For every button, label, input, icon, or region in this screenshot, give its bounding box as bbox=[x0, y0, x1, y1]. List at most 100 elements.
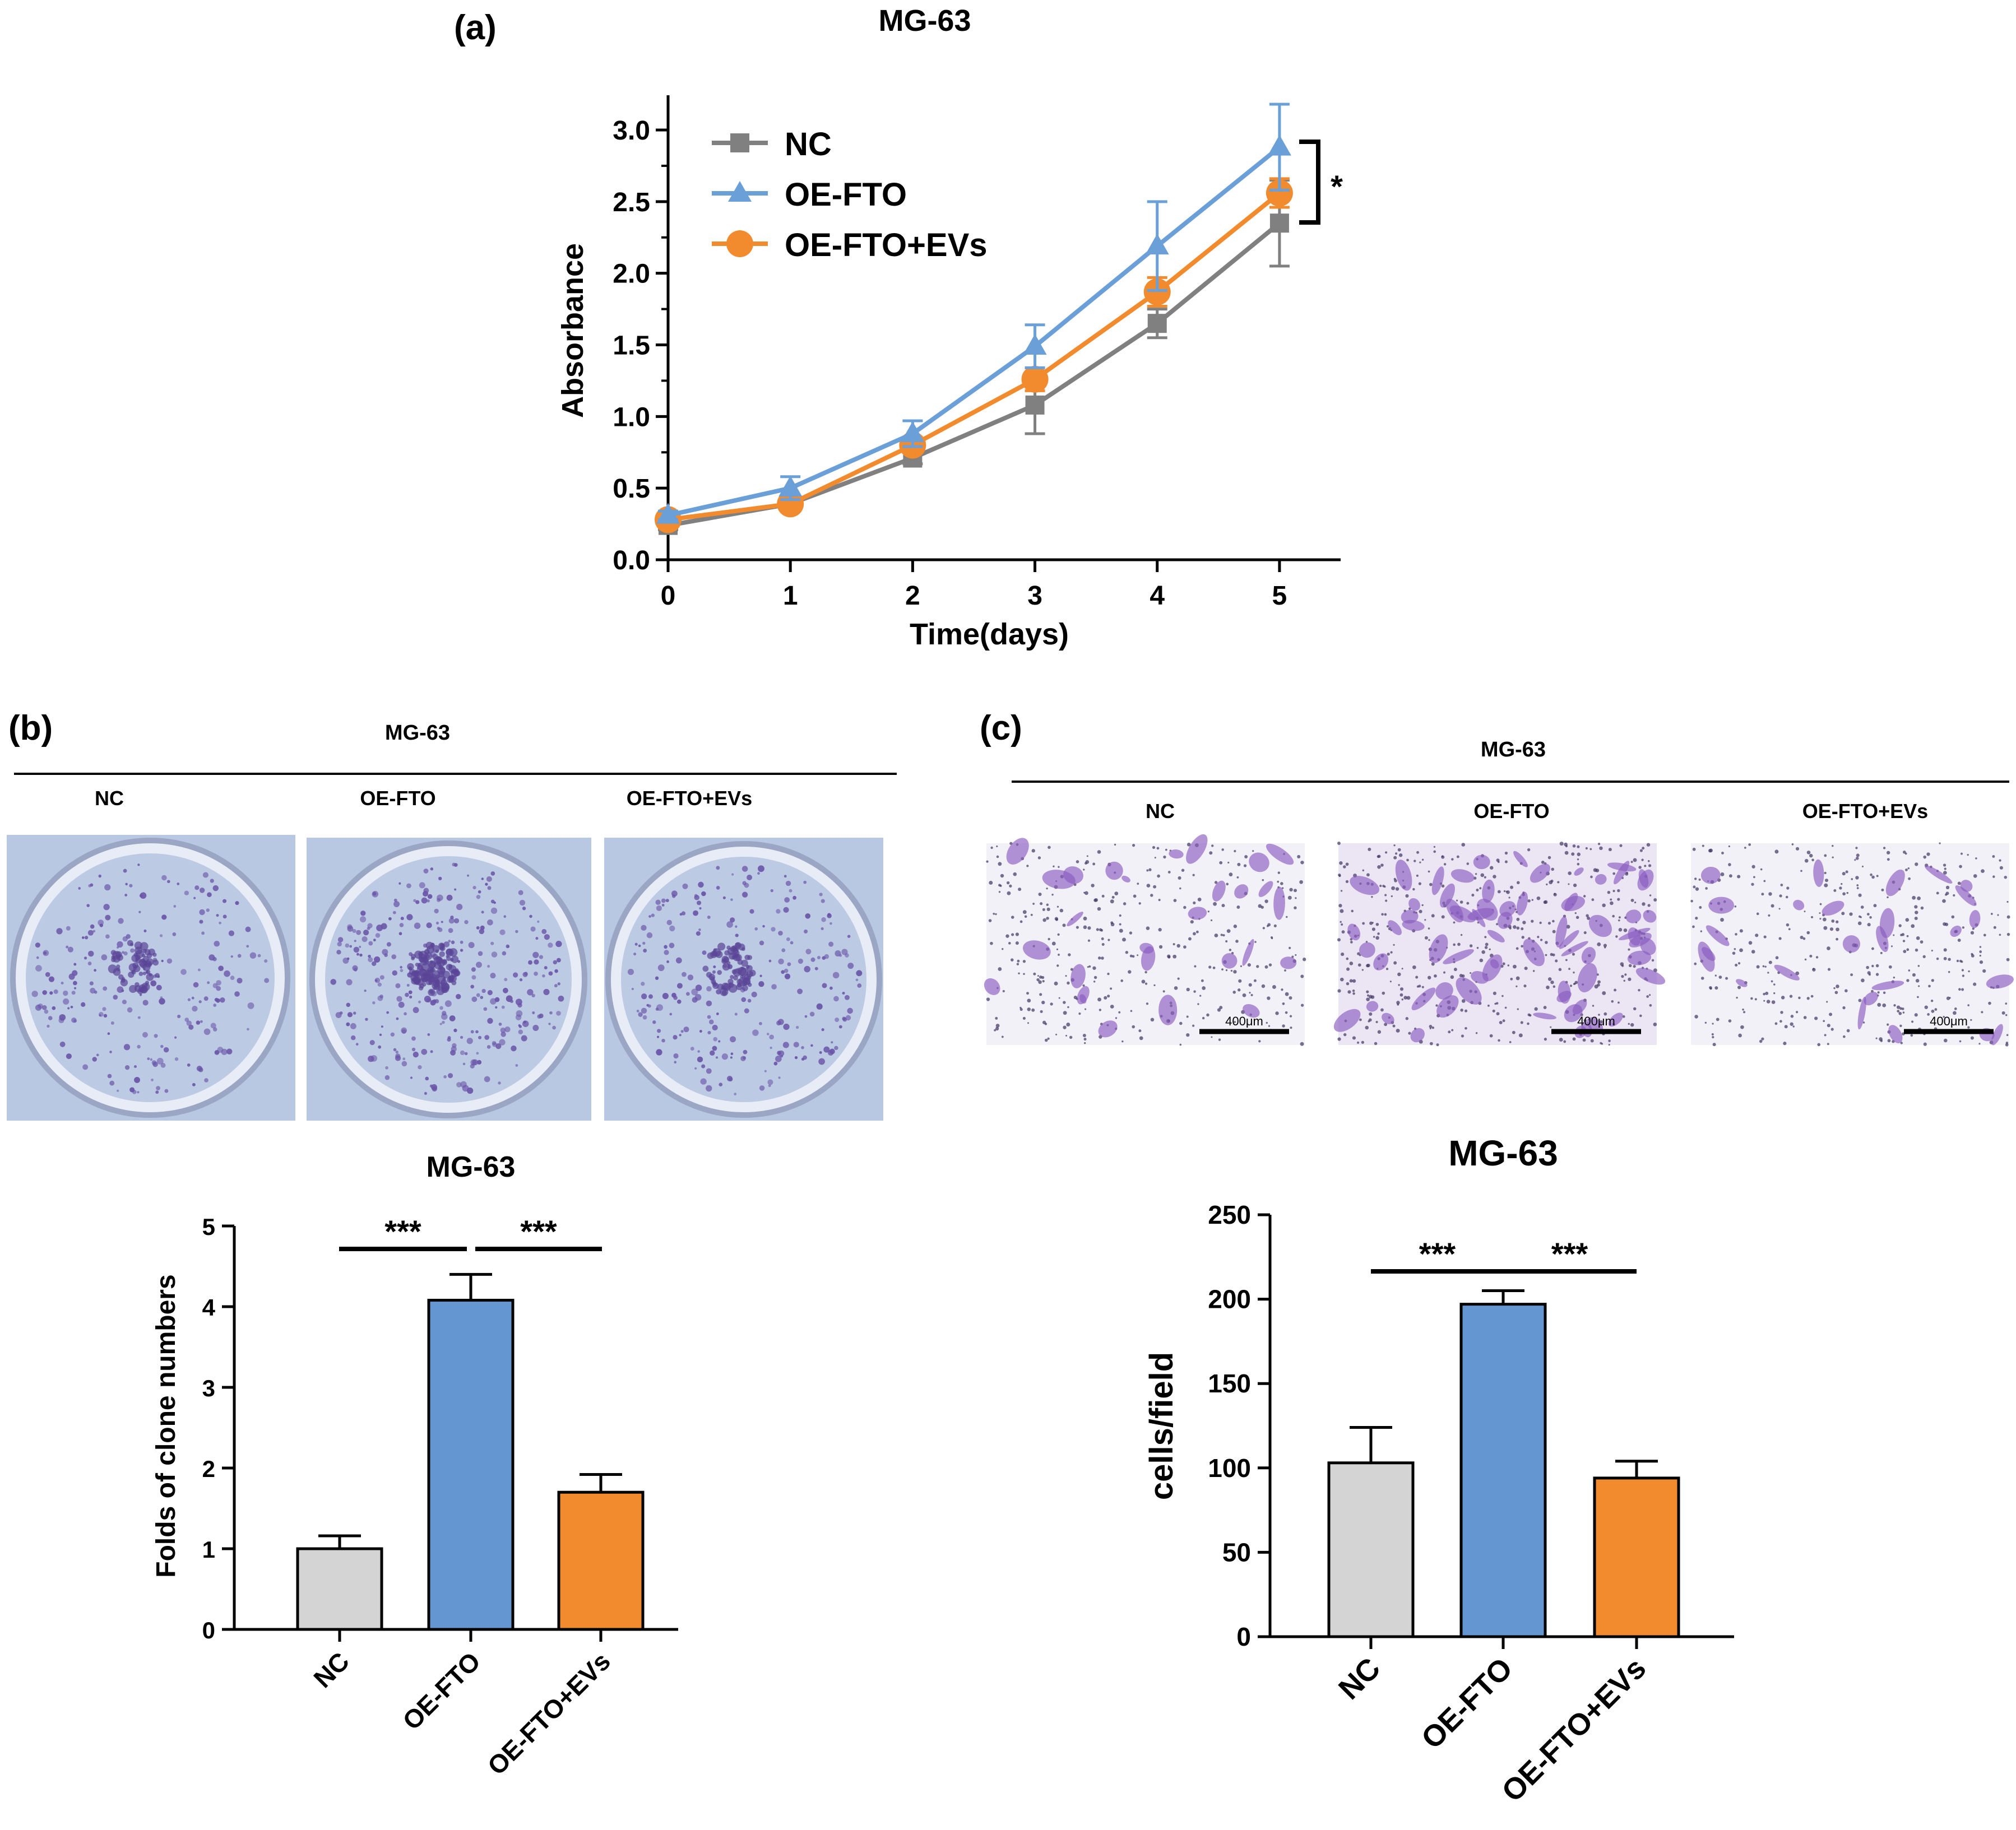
cell-dot bbox=[1626, 871, 1628, 874]
data-point bbox=[1143, 278, 1171, 305]
cell-dot bbox=[1059, 908, 1064, 913]
cell-dot bbox=[1421, 986, 1424, 988]
cell-dot bbox=[1924, 1005, 1928, 1009]
cell-dot bbox=[1046, 917, 1049, 920]
cell-dot bbox=[1760, 868, 1763, 871]
colony-dot bbox=[103, 1014, 108, 1018]
colony-dot bbox=[161, 914, 167, 920]
cell-blob bbox=[1431, 866, 1444, 895]
cell-dot bbox=[1484, 936, 1487, 939]
cell-dot bbox=[1833, 889, 1837, 892]
colony-dot bbox=[406, 983, 410, 987]
colony-dot bbox=[661, 1038, 665, 1043]
cell-dot bbox=[1217, 1008, 1221, 1012]
colony-dot bbox=[198, 1000, 202, 1004]
cell-dot bbox=[1202, 1016, 1205, 1020]
colony-dot bbox=[199, 888, 205, 893]
colony-dot bbox=[784, 973, 791, 979]
colony-dot bbox=[641, 1007, 647, 1014]
cell-dot bbox=[1361, 969, 1364, 971]
cell-dot bbox=[1923, 1042, 1927, 1046]
cell-dot bbox=[1608, 1039, 1611, 1042]
cell-blob bbox=[1595, 874, 1607, 885]
cell-dot bbox=[1002, 948, 1004, 950]
colony-dot bbox=[191, 996, 194, 1000]
cell-dot bbox=[1084, 891, 1088, 895]
cell-dot bbox=[1399, 987, 1404, 991]
cell-dot bbox=[1085, 862, 1087, 865]
cell-dot bbox=[1702, 844, 1704, 847]
cell-dot bbox=[1978, 1043, 1981, 1045]
colony-dot bbox=[531, 993, 535, 997]
transwell-label-nc: NC bbox=[1146, 800, 1175, 823]
cell-blob bbox=[1581, 947, 1596, 964]
cell-dot bbox=[1186, 987, 1190, 992]
cell-blob bbox=[1401, 909, 1419, 924]
cell-blob bbox=[1280, 956, 1297, 969]
cell-dot bbox=[1646, 843, 1651, 847]
cell-dot bbox=[1193, 901, 1196, 905]
colony-dot bbox=[556, 1011, 561, 1016]
cell-dot bbox=[1832, 856, 1834, 858]
cell-dot bbox=[1195, 930, 1199, 933]
cell-dot bbox=[1403, 996, 1408, 1000]
cell-dot bbox=[1476, 946, 1479, 949]
colony-dot bbox=[159, 934, 163, 937]
cell-blob bbox=[1643, 909, 1657, 923]
colony-dot bbox=[415, 900, 420, 904]
colony-dot bbox=[395, 983, 401, 988]
cell-dot bbox=[1527, 899, 1531, 903]
colony-dot bbox=[345, 943, 350, 948]
cell-dot bbox=[1088, 965, 1091, 968]
cell-dot bbox=[1773, 983, 1776, 986]
cell-dot bbox=[1093, 981, 1096, 983]
cell-blob bbox=[1388, 920, 1402, 936]
x-tick-label: 4 bbox=[1150, 581, 1165, 611]
cell-dot bbox=[1366, 997, 1370, 1001]
colony-dot bbox=[425, 954, 430, 959]
cell-dot bbox=[1756, 912, 1759, 916]
colony-dot bbox=[449, 1015, 456, 1021]
colony-dot bbox=[741, 997, 747, 1002]
colony-dot bbox=[674, 1061, 677, 1064]
cell-dot bbox=[1896, 1005, 1901, 1009]
cell-dot bbox=[1590, 875, 1593, 879]
cell-dot bbox=[1023, 973, 1025, 976]
colony-dot bbox=[698, 881, 704, 888]
cell-dot bbox=[1806, 931, 1810, 935]
colony-dot bbox=[521, 1035, 527, 1042]
colony-dot bbox=[716, 1012, 719, 1015]
colony-dot bbox=[785, 880, 791, 886]
colony-dot bbox=[752, 1029, 759, 1036]
cell-dot bbox=[1547, 922, 1551, 925]
cell-dot bbox=[1690, 899, 1693, 903]
cell-dot bbox=[1146, 926, 1150, 930]
colony-dot bbox=[164, 1089, 169, 1093]
colony-dot bbox=[676, 999, 682, 1004]
cell-dot bbox=[1739, 948, 1743, 953]
cell-dot bbox=[1763, 1000, 1765, 1002]
cell-dot bbox=[1501, 995, 1504, 997]
colony-dot bbox=[174, 1057, 179, 1061]
colony-dot bbox=[353, 1011, 356, 1015]
colony-dot bbox=[734, 1093, 737, 1096]
cell-dot bbox=[1188, 937, 1192, 941]
cell-dot bbox=[1957, 939, 1961, 942]
cell-dot bbox=[1751, 950, 1755, 954]
cell-blob bbox=[1572, 999, 1587, 1015]
colony-dot bbox=[721, 1053, 728, 1060]
colony-dot bbox=[464, 1052, 468, 1056]
cell-dot bbox=[1192, 874, 1195, 876]
cell-dot bbox=[1031, 1008, 1035, 1012]
colony-dot bbox=[532, 1011, 535, 1015]
colony-dot bbox=[768, 959, 772, 963]
cell-dot bbox=[1380, 863, 1384, 867]
colony-dot bbox=[210, 1023, 216, 1029]
cell-dot bbox=[1915, 862, 1918, 866]
colony-dot bbox=[353, 967, 358, 972]
colony-dot bbox=[484, 1076, 490, 1083]
cell-dot bbox=[1384, 1023, 1388, 1027]
colony-dot bbox=[354, 940, 356, 942]
cell-dot bbox=[1905, 918, 1910, 922]
colony-dot bbox=[219, 921, 221, 925]
